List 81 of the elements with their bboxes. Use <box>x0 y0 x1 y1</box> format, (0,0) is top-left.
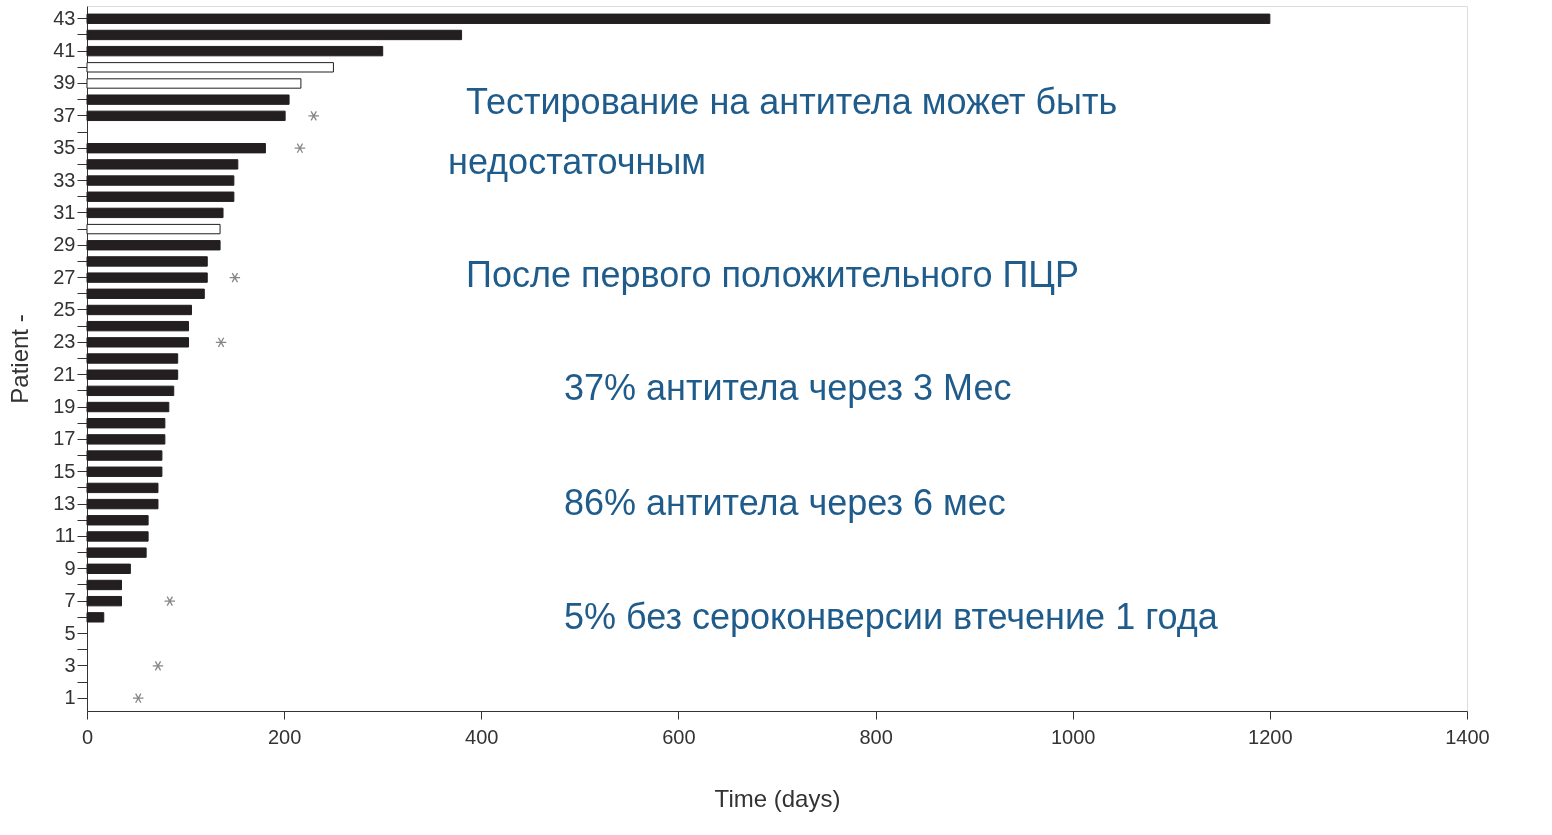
bar <box>86 45 384 57</box>
annotation: После первого положительного ПЦР <box>466 254 1079 295</box>
y-tick-label: 43 <box>53 6 76 29</box>
bar <box>86 563 131 574</box>
bar <box>86 13 1271 24</box>
bar <box>86 450 163 461</box>
y-tick-label: 9 <box>64 556 76 579</box>
bar <box>86 547 147 558</box>
bar <box>86 466 163 477</box>
bar <box>86 175 235 186</box>
point <box>307 110 320 122</box>
bar <box>86 143 266 154</box>
bar <box>86 515 149 526</box>
x-tick-label: 1200 <box>1248 725 1293 748</box>
bar <box>86 579 122 591</box>
bar <box>86 159 239 170</box>
point <box>132 693 145 704</box>
bar <box>86 401 170 413</box>
point <box>163 595 176 607</box>
y-tick-label: 39 <box>53 71 76 94</box>
annotation: Тестирование на антитела может быть недостаточным <box>448 81 1118 182</box>
bar <box>86 531 149 542</box>
bar <box>86 223 221 235</box>
x-tick-label: 400 <box>465 725 499 748</box>
y-tick-label: 41 <box>53 39 76 62</box>
bar <box>86 256 208 267</box>
bar <box>86 62 334 73</box>
bar <box>86 337 190 348</box>
y-tick-label: 13 <box>53 492 76 515</box>
y-tick-label: 27 <box>53 265 76 288</box>
annotation: 86% антитела через 6 мес <box>564 482 1006 523</box>
bar <box>86 94 290 105</box>
annotation: 37% антитела через 3 Мес <box>564 367 1012 408</box>
bar <box>86 418 166 429</box>
y-tick-label: 3 <box>64 653 76 676</box>
x-tick-label: 0 <box>81 725 94 748</box>
y-tick-label: 21 <box>53 362 76 385</box>
y-tick-label: 19 <box>53 395 76 418</box>
bar <box>86 498 159 510</box>
y-tick-label: 33 <box>53 168 76 191</box>
y-tick-label: 7 <box>64 589 76 612</box>
x-tick-label: 1000 <box>1050 725 1096 748</box>
point <box>152 660 164 672</box>
point <box>215 337 227 348</box>
y-axis-title: Patient - <box>6 314 34 404</box>
bar <box>86 288 205 299</box>
y-tick-label: 31 <box>53 200 76 223</box>
bar <box>86 240 221 251</box>
bar <box>86 272 208 283</box>
bar <box>86 434 166 445</box>
y-tick-label: 37 <box>53 103 76 126</box>
y-tick-label: 17 <box>53 427 76 450</box>
x-tick-label: 200 <box>267 725 302 748</box>
y-tick-label: 25 <box>53 297 76 320</box>
y-tick-label: 23 <box>53 330 76 353</box>
bar <box>86 191 235 202</box>
x-tick-label: 800 <box>859 725 893 748</box>
bar <box>86 207 224 219</box>
bar <box>86 482 159 494</box>
y-tick-label: 11 <box>54 524 76 547</box>
bar <box>86 353 179 364</box>
y-tick-label: 15 <box>53 459 76 482</box>
bar <box>86 320 190 332</box>
y-tick-label: 5 <box>64 621 76 644</box>
annotation: 5% без сероконверсии втечение 1 года <box>564 596 1219 637</box>
bar <box>86 369 179 380</box>
y-tick-label: 35 <box>53 136 76 159</box>
point <box>294 143 306 154</box>
bar <box>86 304 192 316</box>
x-tick-label: 1400 <box>1445 725 1490 748</box>
bar <box>86 612 105 623</box>
bar <box>86 29 463 41</box>
y-tick-label: 1 <box>64 686 76 709</box>
x-axis-title: Time (days) <box>714 784 841 812</box>
bar <box>86 110 286 122</box>
y-tick-label: 29 <box>53 233 76 256</box>
x-tick-label: 600 <box>662 725 696 748</box>
bar <box>86 385 175 397</box>
point <box>228 272 241 283</box>
bar <box>86 595 122 607</box>
bar <box>86 78 302 89</box>
